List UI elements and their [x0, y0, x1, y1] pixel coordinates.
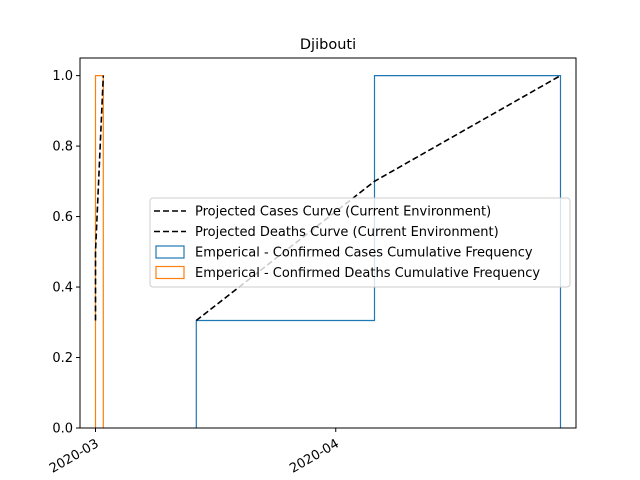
plot-area-frame: [79, 57, 577, 429]
legend-label-2: Emperical - Confirmed Cases Cumulative F…: [195, 246, 533, 261]
legend: Projected Cases Curve (Current Environme…: [149, 197, 571, 288]
y-tick-label: 0.6: [52, 210, 73, 225]
x-tick-label: 2020-04: [287, 436, 342, 476]
legend-swatch-3: [155, 265, 185, 280]
y-tick-label: 0.8: [52, 140, 73, 155]
y-tick-label: 1.0: [52, 69, 73, 84]
y-axis: 0.0 0.2 0.4 0.6 0.8 1.0: [52, 69, 80, 437]
legend-frame: [149, 197, 571, 288]
chart-title: Djibouti: [300, 37, 356, 53]
x-axis: 2020-03 2020-04: [47, 428, 342, 477]
y-tick-label: 0.0: [52, 422, 73, 437]
legend-label-3: Emperical - Confirmed Deaths Cumulative …: [195, 266, 540, 281]
y-tick-label: 0.4: [52, 281, 73, 296]
legend-label-1: Projected Deaths Curve (Current Environm…: [195, 225, 499, 240]
x-tick-label: 2020-03: [47, 436, 102, 476]
y-tick-label: 0.2: [52, 351, 73, 366]
series-line-3: [94, 74, 104, 428]
legend-label-0: Projected Cases Curve (Current Environme…: [195, 205, 491, 220]
legend-swatch-2: [155, 245, 185, 259]
series-line-1: [94, 75, 105, 321]
